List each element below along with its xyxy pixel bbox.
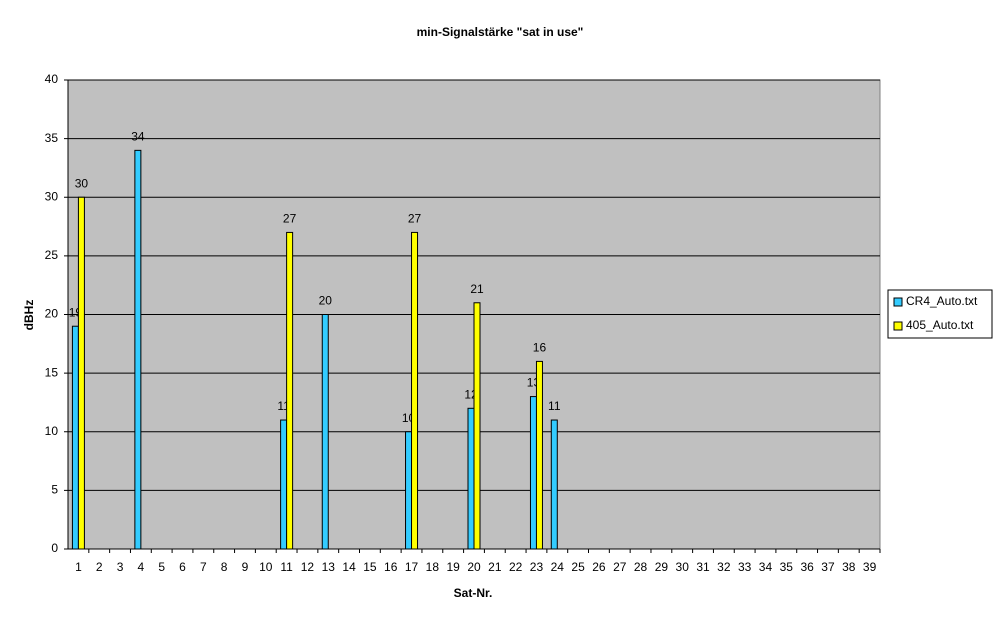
y-tick-label: 5 (51, 483, 58, 497)
y-axis-label: dBHz (22, 300, 36, 331)
x-tick-label: 18 (426, 560, 440, 574)
x-tick-label: 4 (138, 560, 145, 574)
x-tick-label: 29 (655, 560, 669, 574)
bar (71, 325, 79, 550)
x-tick-label: 34 (759, 560, 773, 574)
x-tick-label: 21 (488, 560, 502, 574)
bar (286, 231, 294, 550)
x-tick-label: 38 (842, 560, 856, 574)
y-tick-label: 25 (45, 248, 59, 262)
x-tick-label: 39 (863, 560, 877, 574)
bar (77, 196, 85, 550)
x-tick-label: 26 (592, 560, 606, 574)
x-tick-label: 20 (467, 560, 481, 574)
y-tick-label: 40 (45, 72, 59, 86)
x-tick-label: 15 (363, 560, 377, 574)
bar (280, 419, 288, 550)
x-tick-label: 2 (96, 560, 103, 574)
x-tick-label: 14 (342, 560, 356, 574)
data-label: 27 (283, 212, 297, 226)
data-label: 20 (319, 294, 333, 308)
bar (321, 314, 329, 550)
x-tick-label: 33 (738, 560, 752, 574)
bar (529, 396, 537, 550)
bar (550, 419, 558, 550)
x-tick-label: 16 (384, 560, 398, 574)
x-tick-label: 25 (571, 560, 585, 574)
bar (134, 149, 142, 550)
x-tick-label: 24 (551, 560, 565, 574)
bar (535, 360, 543, 550)
legend-swatch (893, 321, 903, 331)
x-tick-label: 5 (158, 560, 165, 574)
x-tick-label: 32 (717, 560, 731, 574)
data-label: 27 (408, 212, 422, 226)
x-tick-label: 9 (242, 560, 249, 574)
x-tick-label: 28 (634, 560, 648, 574)
x-tick-label: 6 (179, 560, 186, 574)
legend-label: CR4_Auto.txt (906, 294, 978, 308)
y-tick-label: 35 (45, 131, 59, 145)
bar (467, 407, 475, 550)
y-tick-label: 10 (45, 424, 59, 438)
x-tick-label: 10 (259, 560, 273, 574)
bar (473, 302, 481, 550)
x-tick-label: 13 (322, 560, 336, 574)
x-tick-label: 7 (200, 560, 207, 574)
x-tick-label: 37 (821, 560, 835, 574)
legend-swatch (893, 297, 903, 307)
legend (887, 289, 993, 339)
y-tick-label: 0 (51, 541, 58, 555)
x-tick-label: 30 (676, 560, 690, 574)
data-label: 30 (75, 176, 89, 190)
data-label: 11 (548, 399, 561, 413)
x-tick-label: 11 (280, 560, 293, 574)
bar (405, 431, 413, 550)
x-tick-label: 35 (780, 560, 794, 574)
x-tick-label: 23 (530, 560, 544, 574)
data-label: 21 (470, 282, 484, 296)
x-axis-label: Sat-Nr. (454, 586, 493, 600)
chart-title: min-Signalstärke "sat in use" (417, 25, 584, 39)
data-label: 34 (131, 130, 145, 144)
y-tick-label: 15 (45, 365, 59, 379)
x-tick-label: 22 (509, 560, 523, 574)
bar (411, 231, 419, 550)
x-tick-label: 27 (613, 560, 627, 574)
x-tick-label: 19 (446, 560, 460, 574)
y-tick-label: 20 (45, 307, 59, 321)
x-tick-label: 31 (696, 560, 710, 574)
x-tick-label: 3 (117, 560, 124, 574)
x-tick-label: 1 (75, 560, 82, 574)
x-tick-label: 8 (221, 560, 228, 574)
x-tick-label: 17 (405, 560, 419, 574)
x-tick-label: 36 (800, 560, 814, 574)
x-tick-label: 12 (301, 560, 315, 574)
legend-label: 405_Auto.txt (906, 318, 974, 332)
y-tick-label: 30 (45, 189, 59, 203)
data-label: 16 (533, 341, 547, 355)
